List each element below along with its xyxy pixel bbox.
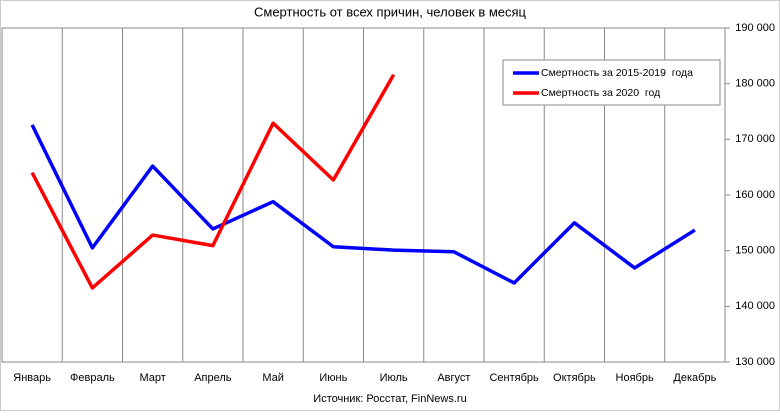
y-tick-label: 130 000 (735, 356, 775, 368)
y-tick-label: 190 000 (735, 22, 775, 34)
series-line (30, 73, 396, 290)
y-tick-label: 150 000 (735, 245, 775, 257)
x-tick-label: Март (139, 372, 165, 384)
x-tick-label: Январь (13, 372, 51, 384)
y-tick-label: 180 000 (735, 78, 775, 90)
legend-label: Смертность за 2015-2019 года (541, 67, 693, 79)
x-tick-label: Июнь (319, 372, 347, 384)
x-tick-label: Октябрь (553, 372, 596, 384)
chart-title: Смертность от всех причин, человек в мес… (254, 4, 527, 19)
y-tick-label: 140 000 (735, 300, 775, 312)
x-tick-label: Ноябрь (616, 372, 654, 384)
y-tick-label: 170 000 (735, 133, 775, 145)
x-tick-label: Декабрь (673, 372, 716, 384)
series-line (30, 124, 696, 285)
x-tick-label: Февраль (70, 372, 115, 384)
y-tick-label: 160 000 (735, 189, 775, 201)
x-tick-label: Август (437, 372, 470, 384)
x-tick-label: Июль (380, 372, 408, 384)
x-tick-label: Апрель (194, 372, 232, 384)
x-tick-label: Сентябрь (489, 372, 539, 384)
source-note: Источник: Росстат, FinNews.ru (313, 393, 466, 405)
x-tick-label: Май (262, 372, 284, 384)
legend-box (502, 59, 721, 106)
legend-label: Смертность за 2020 год (541, 87, 660, 99)
